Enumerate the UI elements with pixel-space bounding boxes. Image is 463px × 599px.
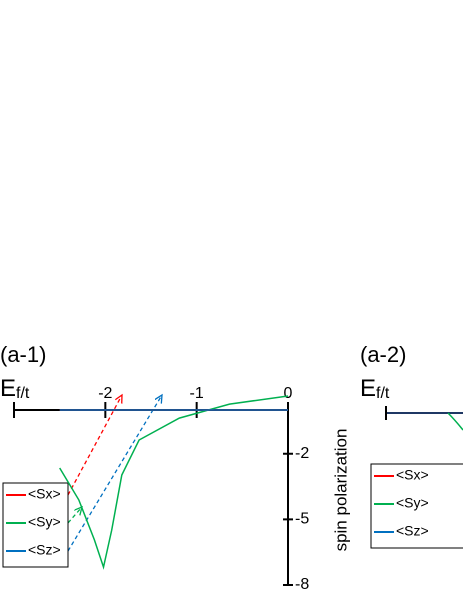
panel-label: (a-1)	[0, 342, 46, 367]
x-tick-label: -1	[190, 385, 204, 402]
legend-label: <Sy>	[28, 514, 61, 530]
legend-label: <Sx>	[28, 486, 61, 502]
legend-label: <Sz>	[28, 542, 61, 558]
legend-label: <Sz>	[396, 523, 429, 539]
x-axis-label-sub: f/t	[16, 385, 30, 402]
legend-box	[370, 463, 463, 549]
x-axis-label-main: E	[360, 375, 376, 402]
y-axis-label: spin polarization	[331, 429, 350, 552]
x-tick-label: 0	[284, 385, 293, 402]
curve-fragment	[447, 412, 463, 431]
x-tick-label: -2	[98, 385, 112, 402]
x-axis-label: Ef/t	[0, 375, 30, 402]
panel-label: (a-2)	[360, 342, 406, 367]
legend-box	[2, 482, 69, 568]
legend-label: <Sx>	[396, 467, 429, 483]
arrow	[67, 507, 82, 524]
y-tick-label: -8	[295, 576, 309, 593]
x-axis-label: Ef/t	[360, 375, 390, 402]
x-axis-label-main: E	[0, 375, 16, 402]
y-tick-label: -2	[295, 445, 309, 462]
arrow	[67, 395, 122, 496]
legend: <Sx> <Sy> <Sz>	[2, 482, 69, 568]
legend-label: <Sy>	[396, 495, 429, 511]
x-axis-label-sub: f/t	[376, 385, 390, 402]
series-line	[59, 395, 289, 570]
y-tick-label: -5	[295, 511, 309, 528]
arrow	[67, 395, 162, 552]
legend: <Sx> <Sy> <Sz>	[370, 463, 463, 549]
